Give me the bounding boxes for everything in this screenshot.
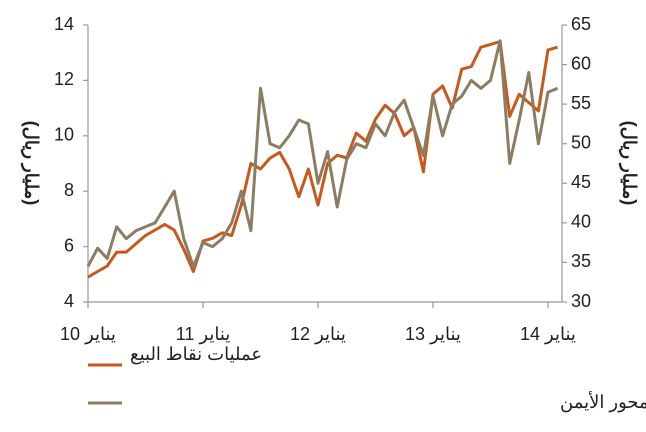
x-tick-label: يناير 10 <box>60 324 116 345</box>
y-tick-label: 14 <box>54 14 74 34</box>
y2-tick-label: 55 <box>571 93 591 113</box>
series-line <box>87 40 559 279</box>
y-tick-label: 8 <box>64 180 74 200</box>
y2-axis-title: (مليار ريال) <box>618 121 639 205</box>
y2-tick-label: 65 <box>571 14 591 34</box>
y-tick-label: 4 <box>64 291 74 311</box>
y-axis-title: (مليار ريال) <box>20 121 41 205</box>
x-tick-label: يناير 14 <box>520 324 576 345</box>
y-tick-label: 12 <box>54 69 74 89</box>
y2-tick-label: 40 <box>571 212 591 232</box>
y-tick-label: 10 <box>54 125 74 145</box>
y2-tick-label: 50 <box>571 132 591 152</box>
y2-tick-label: 45 <box>571 172 591 192</box>
y-tick-label: 6 <box>64 235 74 255</box>
y2-tick-label: 60 <box>571 53 591 73</box>
x-tick-label: يناير 11 <box>176 324 231 345</box>
legend-label: عمليات نقاط البيع <box>130 344 262 365</box>
series-line <box>86 39 559 268</box>
x-tick-label: يناير 13 <box>405 324 461 345</box>
y2-tick-label: 30 <box>571 291 591 311</box>
legend-label: عمليات السحب من ماكينات الصرف الآلي - ال… <box>560 390 646 413</box>
x-tick-label: يناير 12 <box>290 324 346 345</box>
y2-tick-label: 35 <box>571 251 591 271</box>
